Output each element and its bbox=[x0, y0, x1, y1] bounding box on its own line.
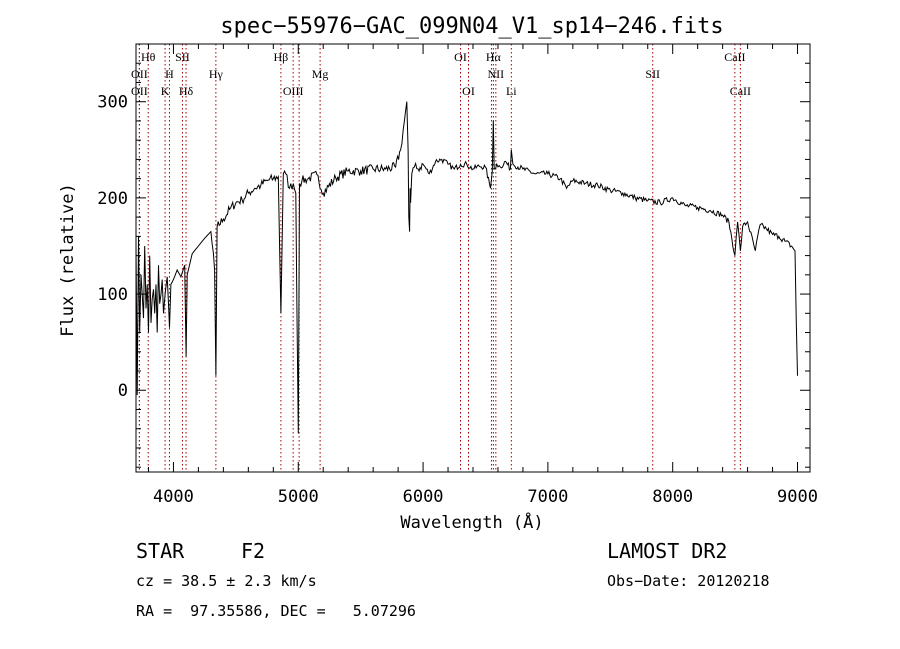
spectral-line-markers bbox=[138, 44, 741, 472]
spectral-line-label: OII bbox=[131, 67, 148, 81]
spectral-line-label: OI bbox=[462, 84, 475, 98]
spectral-line-label: Hβ bbox=[274, 50, 289, 64]
spectral-line-labels: OIIOIIHθKHSIIHδHγHβOIIIMgOIOIHαNIILiSIIC… bbox=[131, 50, 751, 98]
x-axis-ticks: 4000 5000 6000 7000 8000 9000 bbox=[147, 44, 818, 507]
spectrum-chart: spec−55976−GAC_099N04_V1_sp14−246.fits O… bbox=[58, 14, 818, 533]
y-tick-label: 300 bbox=[97, 93, 128, 113]
spectral-line-label: OII bbox=[131, 84, 148, 98]
spectral-line-label: SII bbox=[645, 67, 660, 81]
x-tick-label: 7000 bbox=[527, 487, 568, 507]
object-class: STAR bbox=[136, 539, 185, 563]
y-tick-label: 0 bbox=[118, 381, 128, 401]
chart-title: spec−55976−GAC_099N04_V1_sp14−246.fits bbox=[220, 14, 723, 39]
spectral-line-label: OI bbox=[454, 50, 467, 64]
spectral-line-label: Hα bbox=[486, 50, 502, 64]
x-tick-label: 5000 bbox=[278, 487, 319, 507]
plot-frame bbox=[135, 43, 811, 473]
spectral-line-label: CaII bbox=[724, 50, 745, 64]
spectral-line-label: SII bbox=[175, 50, 190, 64]
spectral-line-label: Hδ bbox=[179, 84, 194, 98]
spectral-line-label: H bbox=[165, 67, 174, 81]
spectral-line-label: NII bbox=[488, 67, 505, 81]
x-tick-label: 6000 bbox=[403, 487, 444, 507]
spectral-line-label: Hγ bbox=[209, 67, 224, 81]
spectrum-line bbox=[135, 101, 798, 434]
x-tick-label: 8000 bbox=[652, 487, 693, 507]
coordinates-info: RA = 97.35586, DEC = 5.07296 bbox=[136, 602, 416, 620]
spectral-line-label: OIII bbox=[283, 84, 304, 98]
obs-date: Obs−Date: 20120218 bbox=[607, 572, 770, 590]
y-axis-label: Flux (relative) bbox=[58, 183, 78, 337]
velocity-info: cz = 38.5 ± 2.3 km/s bbox=[136, 572, 317, 590]
spectral-line-label: CaII bbox=[730, 84, 751, 98]
object-subclass: F2 bbox=[241, 539, 266, 563]
spectral-line-label: Li bbox=[506, 84, 517, 98]
spectral-line-label: K bbox=[161, 84, 170, 98]
survey-name: LAMOST DR2 bbox=[607, 539, 728, 563]
spectral-line-label: Hθ bbox=[141, 50, 156, 64]
x-tick-label: 9000 bbox=[777, 487, 818, 507]
y-tick-label: 200 bbox=[97, 189, 128, 209]
spectral-line-label: Mg bbox=[312, 67, 329, 81]
x-axis-label: Wavelength (Å) bbox=[400, 511, 543, 533]
x-tick-label: 4000 bbox=[153, 487, 194, 507]
y-tick-label: 100 bbox=[97, 285, 128, 305]
y-axis-ticks: 0 100 200 300 bbox=[97, 43, 810, 468]
